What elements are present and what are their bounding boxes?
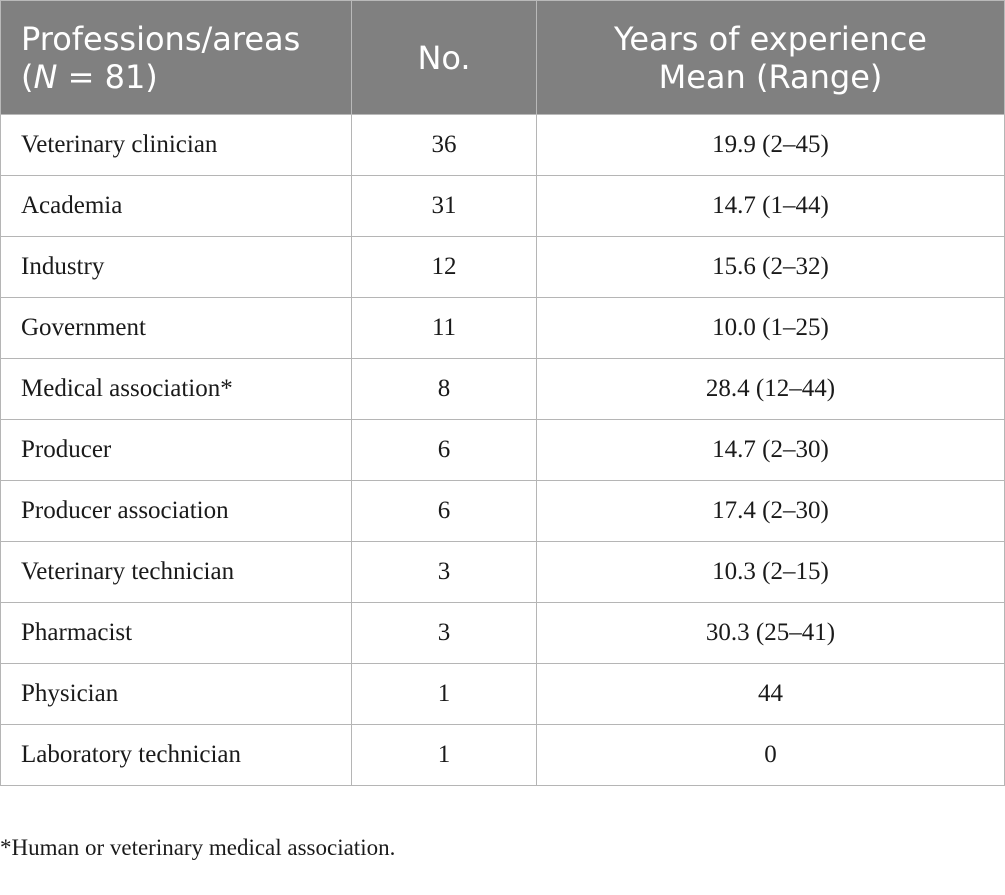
table-body: Veterinary clinician 36 19.9 (2–45) Acad… (0, 114, 1005, 786)
cell-profession: Medical association* (0, 358, 352, 420)
header-years-line1: Years of experience (614, 19, 927, 58)
cell-years: 30.3 (25–41) (536, 602, 1005, 664)
table-row: Veterinary clinician 36 19.9 (2–45) (0, 114, 1005, 176)
cell-years: 17.4 (2–30) (536, 480, 1005, 542)
professions-table: Professions/areas (N = 81) No. Years of … (0, 0, 1005, 786)
cell-no: 36 (351, 114, 537, 176)
table-row: Physician 1 44 (0, 663, 1005, 725)
header-n-symbol: N (33, 57, 58, 96)
cell-profession: Government (0, 297, 352, 359)
cell-no: 3 (351, 602, 537, 664)
table-row: Medical association* 8 28.4 (12–44) (0, 358, 1005, 420)
cell-years: 15.6 (2–32) (536, 236, 1005, 298)
cell-profession: Veterinary clinician (0, 114, 352, 176)
table-row: Producer 6 14.7 (2–30) (0, 419, 1005, 481)
table-header: Professions/areas (N = 81) No. Years of … (0, 0, 1005, 115)
header-professions-line2: (N = 81) (21, 58, 351, 96)
cell-years: 10.0 (1–25) (536, 297, 1005, 359)
cell-no: 3 (351, 541, 537, 603)
cell-profession: Laboratory technician (0, 724, 352, 786)
table-row: Producer association 6 17.4 (2–30) (0, 480, 1005, 542)
table-footnote: *Human or veterinary medical association… (0, 835, 396, 860)
cell-no: 6 (351, 480, 537, 542)
cell-years: 14.7 (2–30) (536, 419, 1005, 481)
cell-no: 12 (351, 236, 537, 298)
cell-years: 14.7 (1–44) (536, 175, 1005, 237)
cell-no: 31 (351, 175, 537, 237)
cell-years: 44 (536, 663, 1005, 725)
cell-profession: Veterinary technician (0, 541, 352, 603)
header-no: No. (351, 0, 537, 115)
header-professions: Professions/areas (N = 81) (0, 0, 352, 115)
header-paren-open: ( (21, 57, 34, 96)
cell-profession: Industry (0, 236, 352, 298)
cell-years: 10.3 (2–15) (536, 541, 1005, 603)
cell-profession: Academia (0, 175, 352, 237)
header-years-line2: Mean (Range) (658, 57, 883, 96)
table-row: Government 11 10.0 (1–25) (0, 297, 1005, 359)
table-row: Industry 12 15.6 (2–32) (0, 236, 1005, 298)
header-n-value: = 81) (57, 57, 158, 96)
cell-no: 1 (351, 663, 537, 725)
cell-no: 11 (351, 297, 537, 359)
table-row: Pharmacist 3 30.3 (25–41) (0, 602, 1005, 664)
cell-profession: Producer association (0, 480, 352, 542)
cell-profession: Producer (0, 419, 352, 481)
cell-profession: Pharmacist (0, 602, 352, 664)
header-professions-line1: Professions/areas (21, 19, 301, 58)
table-row: Laboratory technician 1 0 (0, 724, 1005, 786)
cell-no: 1 (351, 724, 537, 786)
cell-years: 0 (536, 724, 1005, 786)
header-row: Professions/areas (N = 81) No. Years of … (0, 0, 1005, 115)
table-row: Academia 31 14.7 (1–44) (0, 175, 1005, 237)
table-row: Veterinary technician 3 10.3 (2–15) (0, 541, 1005, 603)
cell-profession: Physician (0, 663, 352, 725)
cell-no: 6 (351, 419, 537, 481)
header-years: Years of experience Mean (Range) (536, 0, 1005, 115)
cell-years: 19.9 (2–45) (536, 114, 1005, 176)
cell-years: 28.4 (12–44) (536, 358, 1005, 420)
cell-no: 8 (351, 358, 537, 420)
